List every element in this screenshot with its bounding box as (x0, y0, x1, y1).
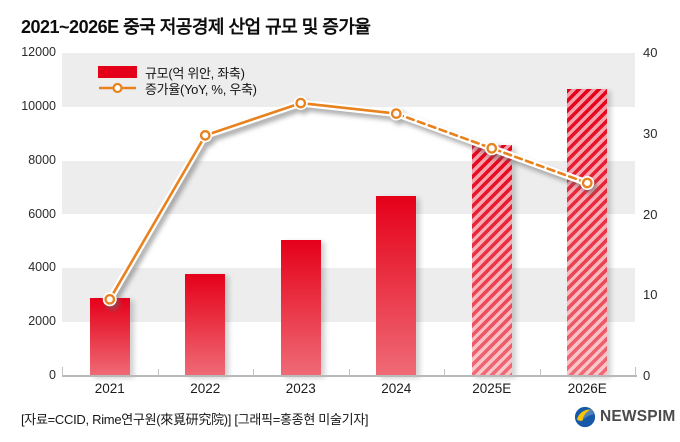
line-legend-label: 증가율(YoY, %, 우축) (145, 81, 257, 97)
right-axis-label-10: 10 (643, 287, 658, 303)
left-axis-label-10000: 10000 (21, 98, 56, 113)
grid-band (62, 53, 635, 107)
bar-2026E (567, 89, 608, 376)
right-axis-label-40: 40 (643, 45, 658, 60)
x-axis-tick (253, 369, 254, 376)
legend-item-line: 증가율(YoY, %, 우축) (98, 80, 257, 97)
left-axis-label-4000: 4000 (28, 260, 56, 275)
bar-legend-swatch (98, 66, 137, 78)
line-marker-2022 (199, 130, 211, 141)
bar-2023 (280, 239, 321, 376)
x-axis-label-2025E: 2025E (472, 381, 512, 396)
x-axis-label-2026E: 2026E (567, 381, 607, 396)
left-axis-label-2000: 2000 (28, 314, 56, 329)
x-axis-tick (348, 369, 350, 376)
source-credit: [자료=CCID, Rime연구원(來覓研究院)] [그래픽=홍종현 미술기자] (21, 412, 369, 427)
line-legend-marker-icon (99, 82, 136, 94)
right-axis-label-0: 0 (643, 368, 651, 383)
right-axis-label-30: 30 (643, 125, 658, 141)
plot-area (62, 53, 635, 376)
line-marker-2023 (295, 97, 307, 109)
bar-2022 (185, 274, 226, 376)
x-axis-label-2022: 2022 (190, 381, 221, 396)
left-axis-label-8000: 8000 (28, 152, 56, 167)
chart-title: 2021~2026E 중국 저공경제 산업 규모 및 증가율 (21, 17, 371, 37)
bar-2024 (376, 195, 417, 376)
grid-band (62, 160, 635, 215)
newspim-logo: NEWSPIM (574, 406, 675, 428)
x-axis-tick (157, 369, 159, 376)
right-axis-label-20: 20 (643, 206, 658, 222)
x-axis-tick (444, 369, 445, 376)
x-axis-label-2023: 2023 (285, 381, 316, 396)
left-axis-label-6000: 6000 (28, 206, 56, 221)
x-axis-label-2024: 2024 (381, 381, 412, 396)
bar-legend-label: 규모(억 위안, 좌축) (145, 65, 245, 81)
left-axis-label-0: 0 (49, 368, 56, 382)
chart-legend: 규모(억 위안, 좌축) 증가율(YoY, %, 우축) (98, 64, 257, 97)
growth-rate-line (102, 96, 595, 307)
line-marker-2021 (104, 293, 116, 305)
line-marker-2026E (581, 177, 593, 189)
legend-item-bar: 규모(억 위안, 좌축) (98, 64, 257, 81)
bar-2021 (89, 297, 130, 376)
newspim-globe-icon (574, 406, 596, 428)
x-axis-label-2021: 2021 (94, 381, 125, 396)
x-axis-tick (62, 367, 63, 376)
bar-2025E (471, 144, 512, 376)
newspim-wordmark: NEWSPIM (600, 408, 676, 425)
grid-band (62, 268, 635, 323)
x-axis-tick (635, 367, 636, 376)
line-marker-2025E (486, 142, 498, 154)
x-axis-line (62, 375, 637, 377)
left-axis-label-12000: 12000 (21, 45, 56, 59)
x-axis-tick (539, 369, 541, 376)
line-marker-2024 (390, 108, 402, 119)
